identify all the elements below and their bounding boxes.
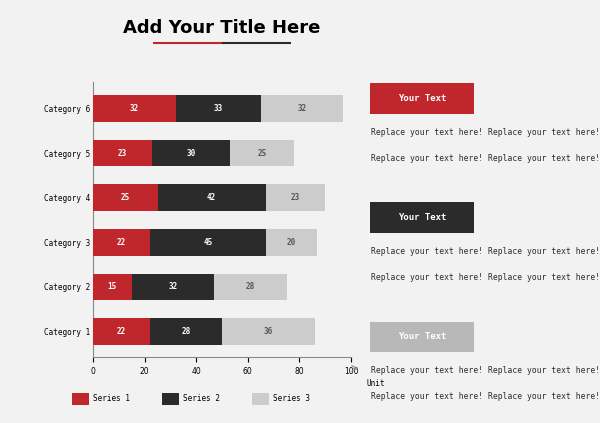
Text: Replace your text here!: Replace your text here!: [488, 366, 600, 375]
Bar: [157, 184, 266, 211]
Text: 30: 30: [187, 148, 196, 157]
Bar: [176, 95, 260, 122]
Text: Replace your text here!: Replace your text here!: [488, 154, 600, 163]
Bar: [132, 274, 214, 300]
Text: 25: 25: [121, 193, 130, 202]
Text: Unit: Unit: [367, 379, 385, 388]
Text: 36: 36: [264, 327, 273, 336]
Bar: [261, 95, 343, 122]
Bar: [214, 274, 287, 300]
Text: Replace your text here!: Replace your text here!: [371, 128, 484, 137]
Text: Series 3: Series 3: [273, 394, 310, 404]
Text: 42: 42: [207, 193, 217, 202]
Text: Your Text: Your Text: [398, 94, 446, 103]
FancyBboxPatch shape: [370, 203, 473, 233]
Text: Replace your text here!: Replace your text here!: [488, 392, 600, 401]
Text: Replace your text here!: Replace your text here!: [371, 392, 484, 401]
Bar: [152, 140, 230, 166]
Bar: [93, 140, 152, 166]
Text: 20: 20: [287, 238, 296, 247]
Text: Replace your text here!: Replace your text here!: [488, 128, 600, 137]
Text: 23: 23: [118, 148, 127, 157]
Text: Replace your text here!: Replace your text here!: [488, 273, 600, 282]
Bar: [93, 274, 132, 300]
Text: Replace your text here!: Replace your text here!: [371, 273, 484, 282]
Text: 28: 28: [181, 327, 191, 336]
Text: Replace your text here!: Replace your text here!: [371, 247, 484, 256]
Text: Your Text: Your Text: [398, 332, 446, 341]
Text: 23: 23: [291, 193, 300, 202]
Bar: [150, 318, 222, 345]
FancyBboxPatch shape: [370, 321, 473, 352]
Bar: [93, 95, 176, 122]
Text: Add Your Title Here: Add Your Title Here: [124, 19, 320, 37]
Bar: [222, 318, 315, 345]
Text: 15: 15: [108, 283, 117, 291]
Text: 45: 45: [203, 238, 212, 247]
Bar: [230, 140, 294, 166]
Bar: [266, 229, 317, 255]
Bar: [93, 318, 150, 345]
Text: Series 2: Series 2: [183, 394, 220, 404]
Text: Replace your text here!: Replace your text here!: [371, 154, 484, 163]
Text: 22: 22: [117, 238, 126, 247]
Text: Replace your text here!: Replace your text here!: [488, 247, 600, 256]
Text: Replace your text here!: Replace your text here!: [371, 366, 484, 375]
Text: 28: 28: [246, 283, 255, 291]
Text: 32: 32: [130, 104, 139, 113]
Bar: [266, 184, 325, 211]
Text: 22: 22: [117, 327, 126, 336]
Bar: [150, 229, 266, 255]
Bar: [93, 229, 150, 255]
Text: Series 1: Series 1: [93, 394, 130, 404]
Text: 33: 33: [214, 104, 223, 113]
Text: 32: 32: [298, 104, 307, 113]
Text: 32: 32: [169, 283, 178, 291]
Text: Your Text: Your Text: [398, 213, 446, 222]
Bar: [93, 184, 157, 211]
Text: 25: 25: [257, 148, 266, 157]
FancyBboxPatch shape: [370, 83, 473, 114]
